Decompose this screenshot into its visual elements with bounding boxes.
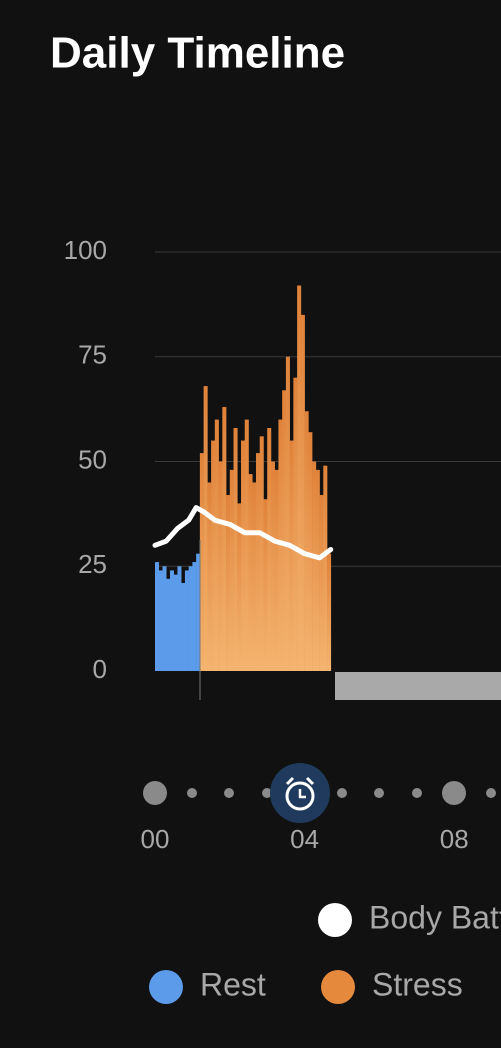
- bar: [162, 566, 167, 671]
- bar: [323, 465, 328, 671]
- y-tick-label: 25: [78, 549, 107, 579]
- bar: [244, 419, 249, 671]
- legend-label: Stress: [372, 966, 463, 1002]
- bar: [270, 461, 275, 671]
- bar: [241, 440, 246, 671]
- bar: [319, 495, 324, 671]
- x-tick-label: 08: [440, 824, 469, 854]
- bar: [155, 562, 160, 671]
- bar: [293, 377, 298, 671]
- bar: [259, 436, 264, 671]
- bar: [226, 495, 231, 671]
- bar: [196, 553, 201, 671]
- legend-swatch: [318, 903, 352, 937]
- bar: [177, 566, 182, 671]
- bar: [289, 440, 294, 671]
- legend-label: Rest: [200, 966, 266, 1002]
- bar: [255, 453, 261, 671]
- chart-title: Daily Timeline: [50, 29, 345, 78]
- bar: [312, 461, 317, 671]
- bar: [169, 570, 174, 671]
- legend-label: Body Battery: [369, 899, 501, 935]
- bar: [285, 356, 290, 671]
- bar: [233, 427, 238, 671]
- bar: [308, 432, 313, 671]
- bar: [173, 574, 178, 671]
- x-tick-label: 00: [141, 824, 170, 854]
- bar: [267, 427, 272, 671]
- bar: [218, 461, 223, 671]
- bar: [211, 440, 216, 671]
- alarm-icon[interactable]: [270, 763, 330, 823]
- y-tick-label: 0: [93, 654, 107, 684]
- bar: [199, 453, 204, 671]
- y-tick-label: 50: [78, 444, 107, 474]
- bar: [300, 314, 305, 671]
- bar: [248, 474, 253, 671]
- line: [152, 505, 334, 561]
- bar: [222, 407, 227, 671]
- bar: [184, 570, 189, 671]
- bar: [237, 503, 242, 671]
- bar: [252, 482, 257, 671]
- bar: [263, 499, 268, 671]
- no-data-band: [335, 672, 501, 700]
- bar: [181, 583, 186, 671]
- bar: [315, 469, 320, 671]
- bar: [297, 285, 302, 671]
- y-tick-label: 75: [78, 340, 107, 370]
- bar: [207, 482, 212, 671]
- bar: [192, 562, 197, 671]
- legend-swatch: [149, 970, 183, 1004]
- bar: [282, 390, 287, 671]
- legend-swatch: [321, 970, 355, 1004]
- timeline-dots: [143, 781, 496, 805]
- bar: [203, 386, 208, 671]
- bar: [274, 469, 279, 671]
- x-tick-label: 04: [290, 824, 319, 854]
- bar: [188, 566, 193, 671]
- bar: [158, 570, 163, 671]
- bar: [327, 553, 332, 671]
- bar: [304, 411, 309, 671]
- bar: [214, 419, 219, 671]
- y-tick-label: 100: [64, 235, 107, 265]
- bar: [229, 469, 234, 671]
- bar: [166, 578, 171, 671]
